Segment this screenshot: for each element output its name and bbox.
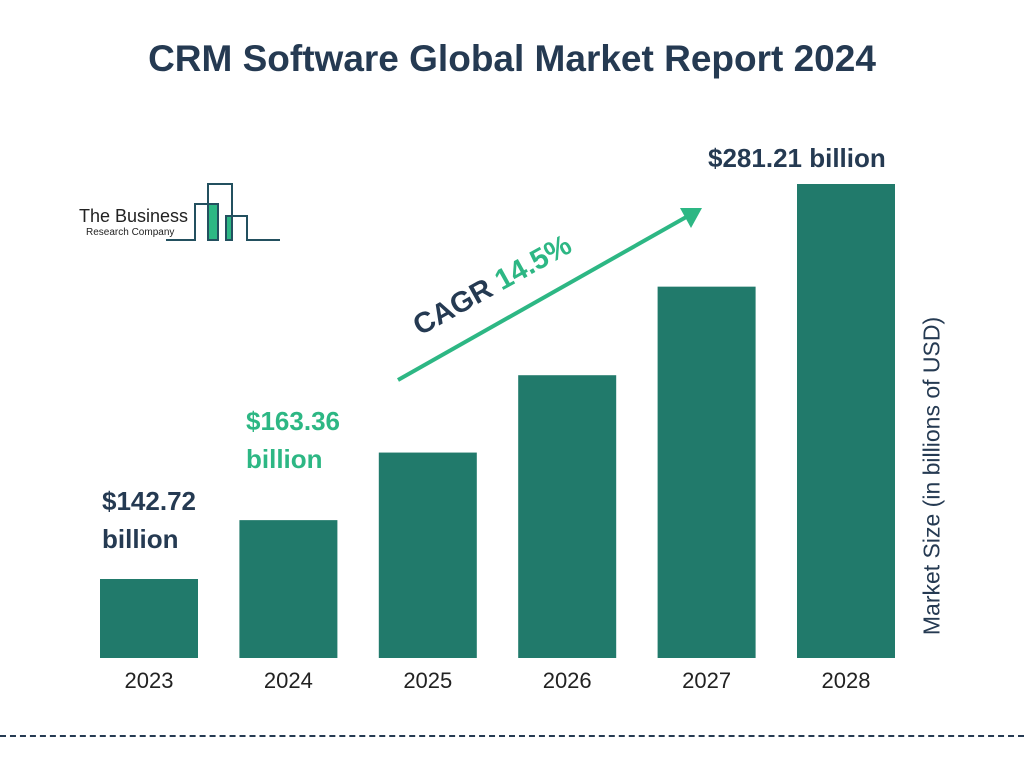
logo: The Business Research Company xyxy=(79,183,280,241)
x-tick-label: 2024 xyxy=(263,668,313,693)
data-label-line: $163.36 xyxy=(246,406,340,436)
data-label-2023: $142.72 billion xyxy=(102,482,196,558)
data-label-2024: $163.36 billion xyxy=(246,402,340,478)
cagr-prefix: CAGR xyxy=(408,269,505,342)
x-tick-label: 2025 xyxy=(403,668,453,693)
logo-text-2: Research Company xyxy=(86,227,174,238)
bar-2026 xyxy=(518,375,617,658)
data-label-2028: $281.21 billion xyxy=(708,143,886,173)
x-tick-label: 2026 xyxy=(542,668,592,693)
logo-text-1: The Business xyxy=(79,206,188,226)
data-label-line: billion xyxy=(246,444,323,474)
bar-2023 xyxy=(100,579,198,658)
bar-2027 xyxy=(657,286,756,658)
data-label-line: $142.72 xyxy=(102,486,196,516)
divider xyxy=(0,735,1024,737)
bar-2024 xyxy=(239,520,338,658)
x-tick-label: 2027 xyxy=(682,668,732,693)
data-label-line: billion xyxy=(102,524,179,554)
chart-title: CRM Software Global Market Report 2024 xyxy=(148,38,876,79)
bar-2025 xyxy=(378,452,477,658)
y-axis-label: Market Size (in billions of USD) xyxy=(918,316,945,636)
cagr-arrow xyxy=(397,208,702,382)
x-tick-label: 2023 xyxy=(124,668,174,693)
bar-2028 xyxy=(797,184,895,658)
x-tick-label: 2028 xyxy=(821,668,871,693)
